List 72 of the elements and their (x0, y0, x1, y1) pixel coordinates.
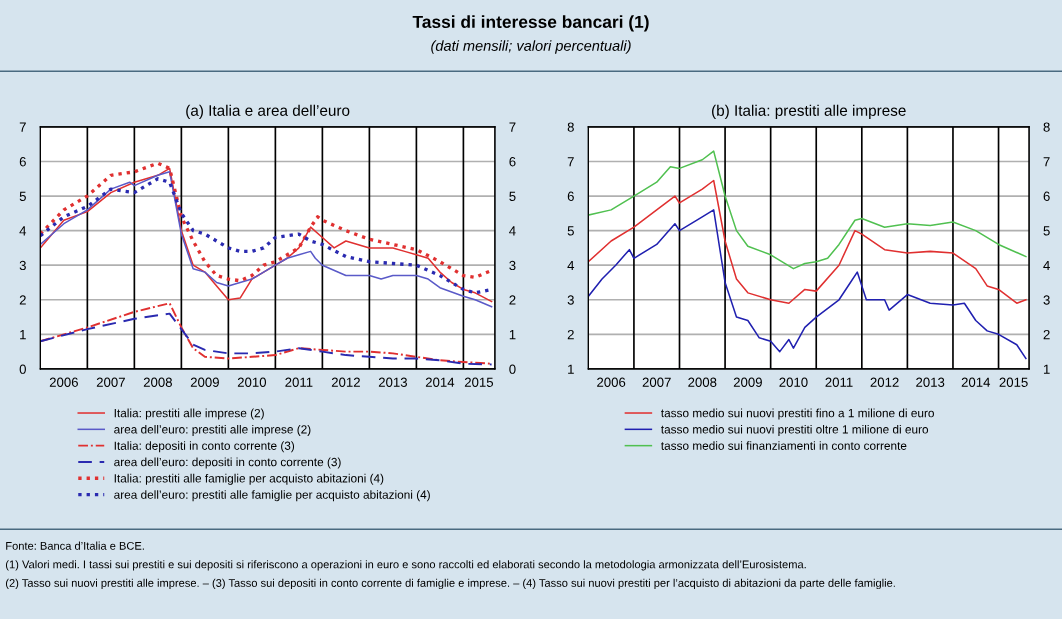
x-tick-label: 2014 (425, 377, 455, 387)
y-tick-label: 6 (567, 191, 574, 201)
x-tick-label: 2006 (597, 377, 626, 387)
x-tick-label: 2010 (237, 377, 267, 387)
legend-label: Italia: prestiti alle imprese (2) (114, 408, 264, 420)
x-tick-label: 2015 (999, 377, 1028, 387)
legend-label: area dell’euro: depositi in conto corrente (3) (114, 457, 341, 469)
y2-tick-label: 2 (509, 295, 516, 305)
y-tick-label: 1 (20, 330, 26, 340)
y2-tick-label: 6 (509, 157, 516, 167)
x-tick-label: 2012 (331, 377, 360, 387)
y-tick-label: 4 (19, 226, 27, 236)
text: (dati mensili; valori percentuali) (431, 40, 631, 54)
y2-tick-label: 8 (1043, 122, 1050, 132)
y-tick-label: 0 (19, 364, 26, 374)
y2-tick-label: 4 (509, 226, 516, 236)
x-tick-label: 2009 (190, 377, 219, 387)
chart-title: (a) Italia e area dell’euro (186, 104, 350, 119)
y-tick-label: 7 (19, 122, 26, 132)
y-tick-label: 1 (568, 364, 574, 374)
y2-tick-label: 1 (509, 330, 516, 340)
y2-tick-label: 2 (1043, 329, 1050, 340)
legend-label: tasso medio sui finanziamenti in conto corrente (661, 441, 907, 450)
y2-tick-label: 4 (1043, 260, 1050, 270)
y-tick-label: 8 (567, 122, 574, 132)
y-tick-label: 3 (19, 260, 26, 271)
line-series (40, 312, 493, 366)
y2-tick-label: 0 (509, 364, 516, 374)
legend-label: Italia: prestiti alle famiglie per acquisto abitazioni (4) (114, 473, 384, 485)
x-tick-label: 2014 (961, 377, 991, 387)
x-tick-label: 2008 (688, 377, 717, 387)
y2-tick-label: 7 (1043, 157, 1050, 167)
y-tick-label: 7 (567, 157, 574, 167)
x-tick-label: 2013 (378, 377, 407, 387)
legend-label: area dell’euro: prestiti alle imprese (2) (114, 424, 311, 436)
legend-label: tasso medio sui nuovi prestiti fino a 1 milione di euro (661, 408, 934, 420)
x-tick-label: 2015 (464, 377, 494, 387)
x-tick-label: 2013 (916, 377, 945, 387)
y2-tick-label: 7 (509, 122, 516, 132)
y2-tick-label: 1 (1043, 364, 1050, 374)
text: (1) Valori medi. I tassi sui prestiti e sui depositi si riferiscono a operazioni in euro e sono raccolti ed elaborati secondo la metodologia armonizzata dell’Eurosistema. (6, 560, 806, 571)
legend-label: area dell’euro: prestiti alle famiglie per acquisto abitazioni (4) (114, 490, 430, 502)
x-tick-label: 2010 (779, 377, 808, 387)
source-note: Fonte: Banca d’Italia e BCE. (6, 541, 144, 550)
y2-tick-label: 6 (1043, 191, 1050, 201)
line-series (588, 150, 1027, 270)
y2-tick-label: 3 (1043, 295, 1050, 305)
y-tick-label: 4 (567, 260, 575, 270)
x-tick-label: 2011 (825, 377, 853, 387)
y-tick-label: 6 (19, 157, 26, 167)
y-tick-label: 3 (567, 295, 574, 305)
y2-tick-label: 3 (509, 260, 516, 271)
x-tick-label: 2011 (285, 377, 313, 387)
y-tick-label: 5 (567, 226, 574, 236)
legend-label: Italia: depositi in conto corrente (3) (114, 441, 295, 453)
x-tick-label: 2007 (642, 377, 671, 387)
chart-title: (b) Italia: prestiti alle imprese (712, 104, 906, 119)
y2-tick-label: 5 (1043, 226, 1050, 236)
y-tick-label: 2 (19, 295, 26, 305)
y-tick-label: 2 (567, 329, 574, 340)
x-tick-label: 2006 (49, 377, 78, 387)
x-tick-label: 2009 (733, 377, 762, 387)
text: Tassi di interesse bancari (1) (412, 15, 649, 32)
x-tick-label: 2007 (96, 377, 125, 387)
line-series (588, 179, 1027, 304)
text: (2) Tasso sui nuovi prestiti alle imprese. – (3) Tasso sui depositi in conto corrente di famiglie e imprese. – (4) Tasso sui nuovi prestiti per l’acquisto di abitazioni da parte delle famiglie. (6, 578, 895, 590)
y-tick-label: 5 (19, 191, 26, 201)
legend-label: tasso medio sui nuovi prestiti oltre 1 milione di euro (661, 424, 929, 436)
y2-tick-label: 5 (509, 191, 516, 201)
x-tick-label: 2012 (870, 377, 899, 387)
x-tick-label: 2008 (143, 377, 172, 387)
line-series (588, 209, 1027, 360)
